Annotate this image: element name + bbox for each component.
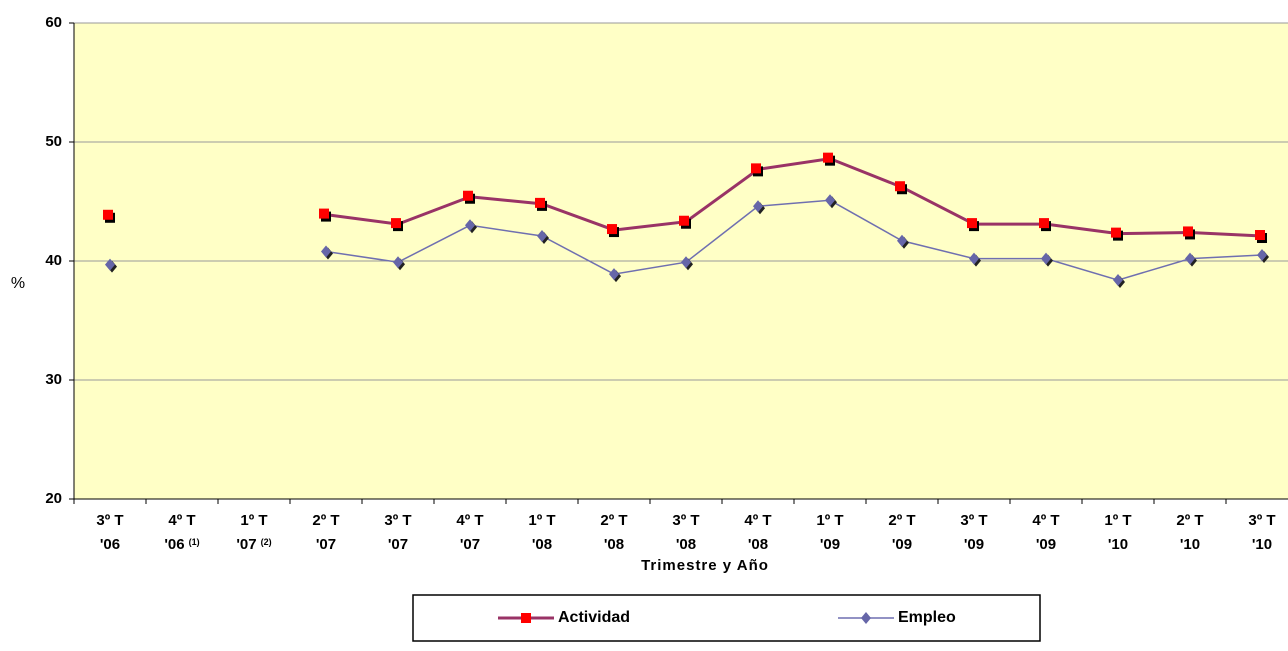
legend-marker [861, 612, 871, 624]
x-tick-label: '08 [532, 536, 552, 553]
point [607, 224, 617, 235]
x-tick-label-line: '07 [460, 536, 480, 553]
x-tick-label-line: '08 [532, 536, 552, 553]
point [105, 258, 115, 271]
x-tick-label-line: '07 [236, 536, 256, 553]
point [823, 152, 833, 163]
x-tick-label-line: '08 [676, 536, 696, 553]
x-tick-label: '07 [388, 536, 408, 553]
series-line [325, 199, 1263, 281]
y-tick-label: 50 [45, 133, 62, 150]
x-tick-label-line: '06 [164, 536, 184, 553]
footnote-mark: (2) [261, 537, 272, 547]
x-tick-label: 3º T [960, 512, 987, 529]
x-tick-label-line: '10 [1252, 536, 1272, 553]
point [1257, 249, 1267, 262]
x-tick-label: 1º T [1104, 512, 1131, 529]
x-tick-label: '07 [460, 536, 480, 553]
point [753, 200, 763, 213]
point [1185, 252, 1195, 265]
x-tick-label-line: '10 [1180, 536, 1200, 553]
x-tick-label: 4º T [1032, 512, 1059, 529]
point [537, 230, 547, 243]
x-tick-label: 2º T [600, 512, 627, 529]
x-tick-label: '09 [1036, 536, 1056, 553]
point [391, 218, 401, 229]
x-tick-label: 2º T [888, 512, 915, 529]
x-tick-label-line: '07 [316, 536, 336, 553]
point [1041, 252, 1051, 265]
x-tick-label: 3º T [384, 512, 411, 529]
point [321, 245, 331, 258]
point [393, 256, 403, 269]
y-axis-title: % [11, 275, 25, 292]
x-tick-label: 4º T [744, 512, 771, 529]
x-tick-label: '06 [100, 536, 120, 553]
x-tick-label: 3º T [1248, 512, 1275, 529]
point [609, 268, 619, 281]
point [103, 209, 113, 220]
x-tick-label-line: '07 [388, 536, 408, 553]
x-tick-label-line: '08 [604, 536, 624, 553]
point [679, 215, 689, 226]
x-tick-label: '08 [676, 536, 696, 553]
y-tick-label: 30 [45, 371, 62, 388]
x-tick-label: '10 [1108, 536, 1128, 553]
x-tick-label-line: '09 [1036, 536, 1056, 553]
x-tick-label: 4º T [456, 512, 483, 529]
point [1111, 227, 1121, 238]
x-tick-label: '10 [1252, 536, 1272, 553]
point [535, 197, 545, 208]
x-tick-label-line: '06 [100, 536, 120, 553]
legend-marker [521, 613, 531, 623]
point [967, 218, 977, 229]
point [1039, 218, 1049, 229]
legend-label: Actividad [558, 609, 630, 626]
x-tick-label: 3º T [672, 512, 699, 529]
x-tick-label: '07 (2) [236, 536, 271, 553]
point [969, 252, 979, 265]
point [465, 219, 475, 232]
x-tick-label: 1º T [240, 512, 267, 529]
series-line [325, 157, 1263, 238]
y-tick-label: 20 [45, 490, 62, 507]
point [825, 194, 835, 207]
x-tick-label: 3º T [96, 512, 123, 529]
x-tick-label-line: '10 [1108, 536, 1128, 553]
point [463, 190, 473, 201]
y-tick-label: 60 [45, 14, 62, 31]
x-tick-label: '08 [604, 536, 624, 553]
x-tick-label: '06 (1) [164, 536, 199, 553]
footnote-mark: (1) [189, 537, 200, 547]
x-tick-label: '09 [964, 536, 984, 553]
x-tick-label: 4º T [168, 512, 195, 529]
x-tick-label-line: '09 [820, 536, 840, 553]
x-tick-label-line: '08 [748, 536, 768, 553]
legend-label: Empleo [898, 609, 956, 626]
x-tick-label: '09 [892, 536, 912, 553]
x-tick-label: 1º T [816, 512, 843, 529]
x-tick-label: '07 [316, 536, 336, 553]
point [319, 208, 329, 219]
x-tick-label-line: '09 [892, 536, 912, 553]
point [1183, 226, 1193, 237]
x-tick-label: 2º T [1176, 512, 1203, 529]
point [897, 234, 907, 247]
x-tick-label: '10 [1180, 536, 1200, 553]
x-tick-label: '09 [820, 536, 840, 553]
x-tick-label: 1º T [528, 512, 555, 529]
point [895, 181, 905, 192]
x-tick-label: 2º T [312, 512, 339, 529]
point [751, 163, 761, 174]
x-axis-title: Trimestre y Año [641, 557, 769, 574]
x-tick-label-line: '09 [964, 536, 984, 553]
y-tick-label: 40 [45, 252, 62, 269]
point [681, 256, 691, 269]
point [1113, 274, 1123, 287]
point [1255, 230, 1265, 241]
x-tick-label: '08 [748, 536, 768, 553]
